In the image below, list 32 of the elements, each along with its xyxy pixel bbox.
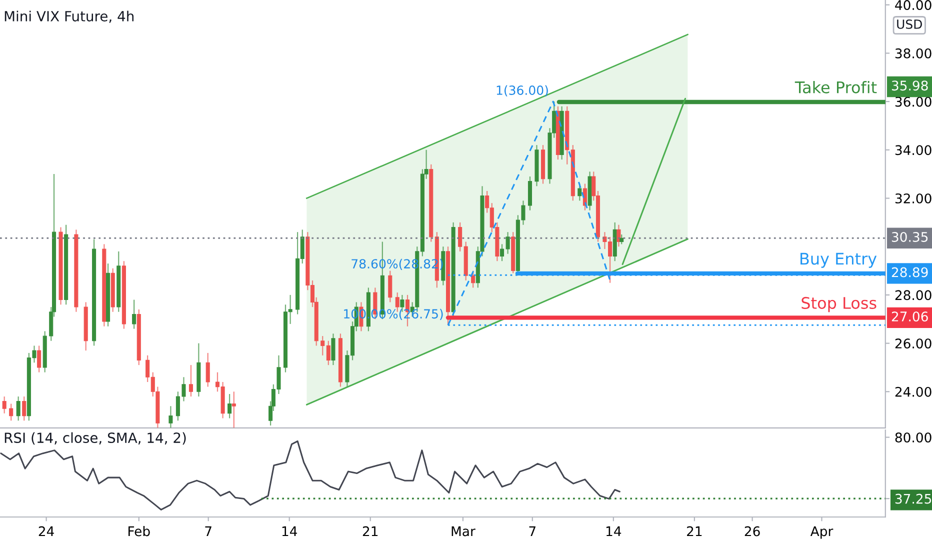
x-tick-label: 14 — [606, 526, 622, 536]
x-tick-label: 26 — [744, 526, 760, 536]
series-label: Stop Loss — [802, 296, 876, 312]
text: Mini VIX Future, 4h — [4, 10, 134, 23]
data-label: 30.35 — [892, 232, 928, 242]
x-tick-label: Mar — [452, 526, 476, 536]
legend-label: Take Profit — [794, 81, 877, 94]
y-tick-label: 40.00 — [895, 0, 932, 10]
text: USD — [897, 19, 922, 29]
data-label: 28.89 — [892, 267, 928, 278]
x-tick-label: 24 — [38, 526, 54, 536]
x-tick-label: Feb — [128, 526, 150, 536]
y-tick-label: 38.00 — [895, 48, 932, 58]
annotation: 1(36.00) — [496, 85, 548, 96]
y-tick-label: 36.00 — [895, 96, 932, 107]
x-tick-label: Apr — [810, 526, 834, 539]
x-tick-label: 7 — [205, 526, 212, 536]
data-label: 27.06 — [892, 312, 928, 322]
series-label: Buy Entry — [800, 252, 877, 268]
y-tick-label: 37.25 — [895, 494, 932, 504]
y-tick-label: 80.00 — [895, 432, 932, 442]
y-tick-label: 26.00 — [895, 338, 932, 348]
x-tick-label: 7 — [529, 526, 536, 536]
y-tick-label: 32.00 — [895, 193, 932, 204]
y-tick-label: 34.00 — [895, 145, 932, 156]
y-tick-label: 24.00 — [895, 386, 932, 397]
x-tick-label: 14 — [282, 526, 297, 536]
chart-title: RSI (14, close, SMA, 14, 2) — [4, 432, 186, 445]
data-label: 35.98 — [892, 80, 928, 91]
x-tick-label: 21 — [362, 526, 378, 536]
x-tick-label: 21 — [687, 526, 702, 536]
y-tick-label: 28.00 — [895, 290, 932, 300]
